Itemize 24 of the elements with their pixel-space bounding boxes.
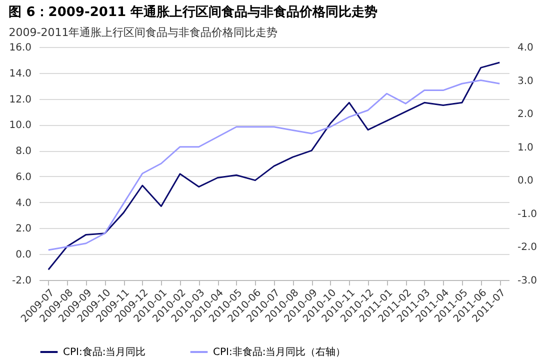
y-tick-label: 8.0 <box>16 146 32 158</box>
chart-title: 图 6：2009-2011 年通胀上行区间食品与非食品价格同比走势 <box>8 4 378 20</box>
y2-tick-label: -3.0 <box>518 276 538 286</box>
y-tick-label: 10.0 <box>9 120 32 132</box>
y2-tick-label: 1.0 <box>518 142 534 154</box>
legend-label: CPI:食品:当月同比 <box>63 346 146 358</box>
y2-tick-label: 2.0 <box>518 109 534 120</box>
y2-tick-label: -2.0 <box>518 242 538 254</box>
y2-tick-label: 4.0 <box>518 42 534 54</box>
y-tick-label: 12.0 <box>9 94 32 106</box>
y-tick-label: 2.0 <box>16 224 32 235</box>
y-tick-label: 6.0 <box>16 172 32 183</box>
y2-tick-label: 3.0 <box>518 76 534 87</box>
line-series <box>48 80 500 251</box>
y2-tick-label: 0.0 <box>518 176 534 187</box>
line-series <box>48 62 500 270</box>
legend-label: CPI:非食品:当月同比（右轴） <box>213 346 346 358</box>
chart-subtitle: 2009-2011年通胀上行区间食品与非食品价格同比走势 <box>8 26 278 39</box>
y2-tick-label: -1.0 <box>518 208 538 220</box>
y-tick-label: 14.0 <box>9 68 32 80</box>
y-tick-label: 0.0 <box>16 250 32 261</box>
y-tick-label: -2.0 <box>12 276 32 286</box>
y-tick-label: 4.0 <box>16 198 32 209</box>
y-tick-label: 16.0 <box>9 42 32 54</box>
